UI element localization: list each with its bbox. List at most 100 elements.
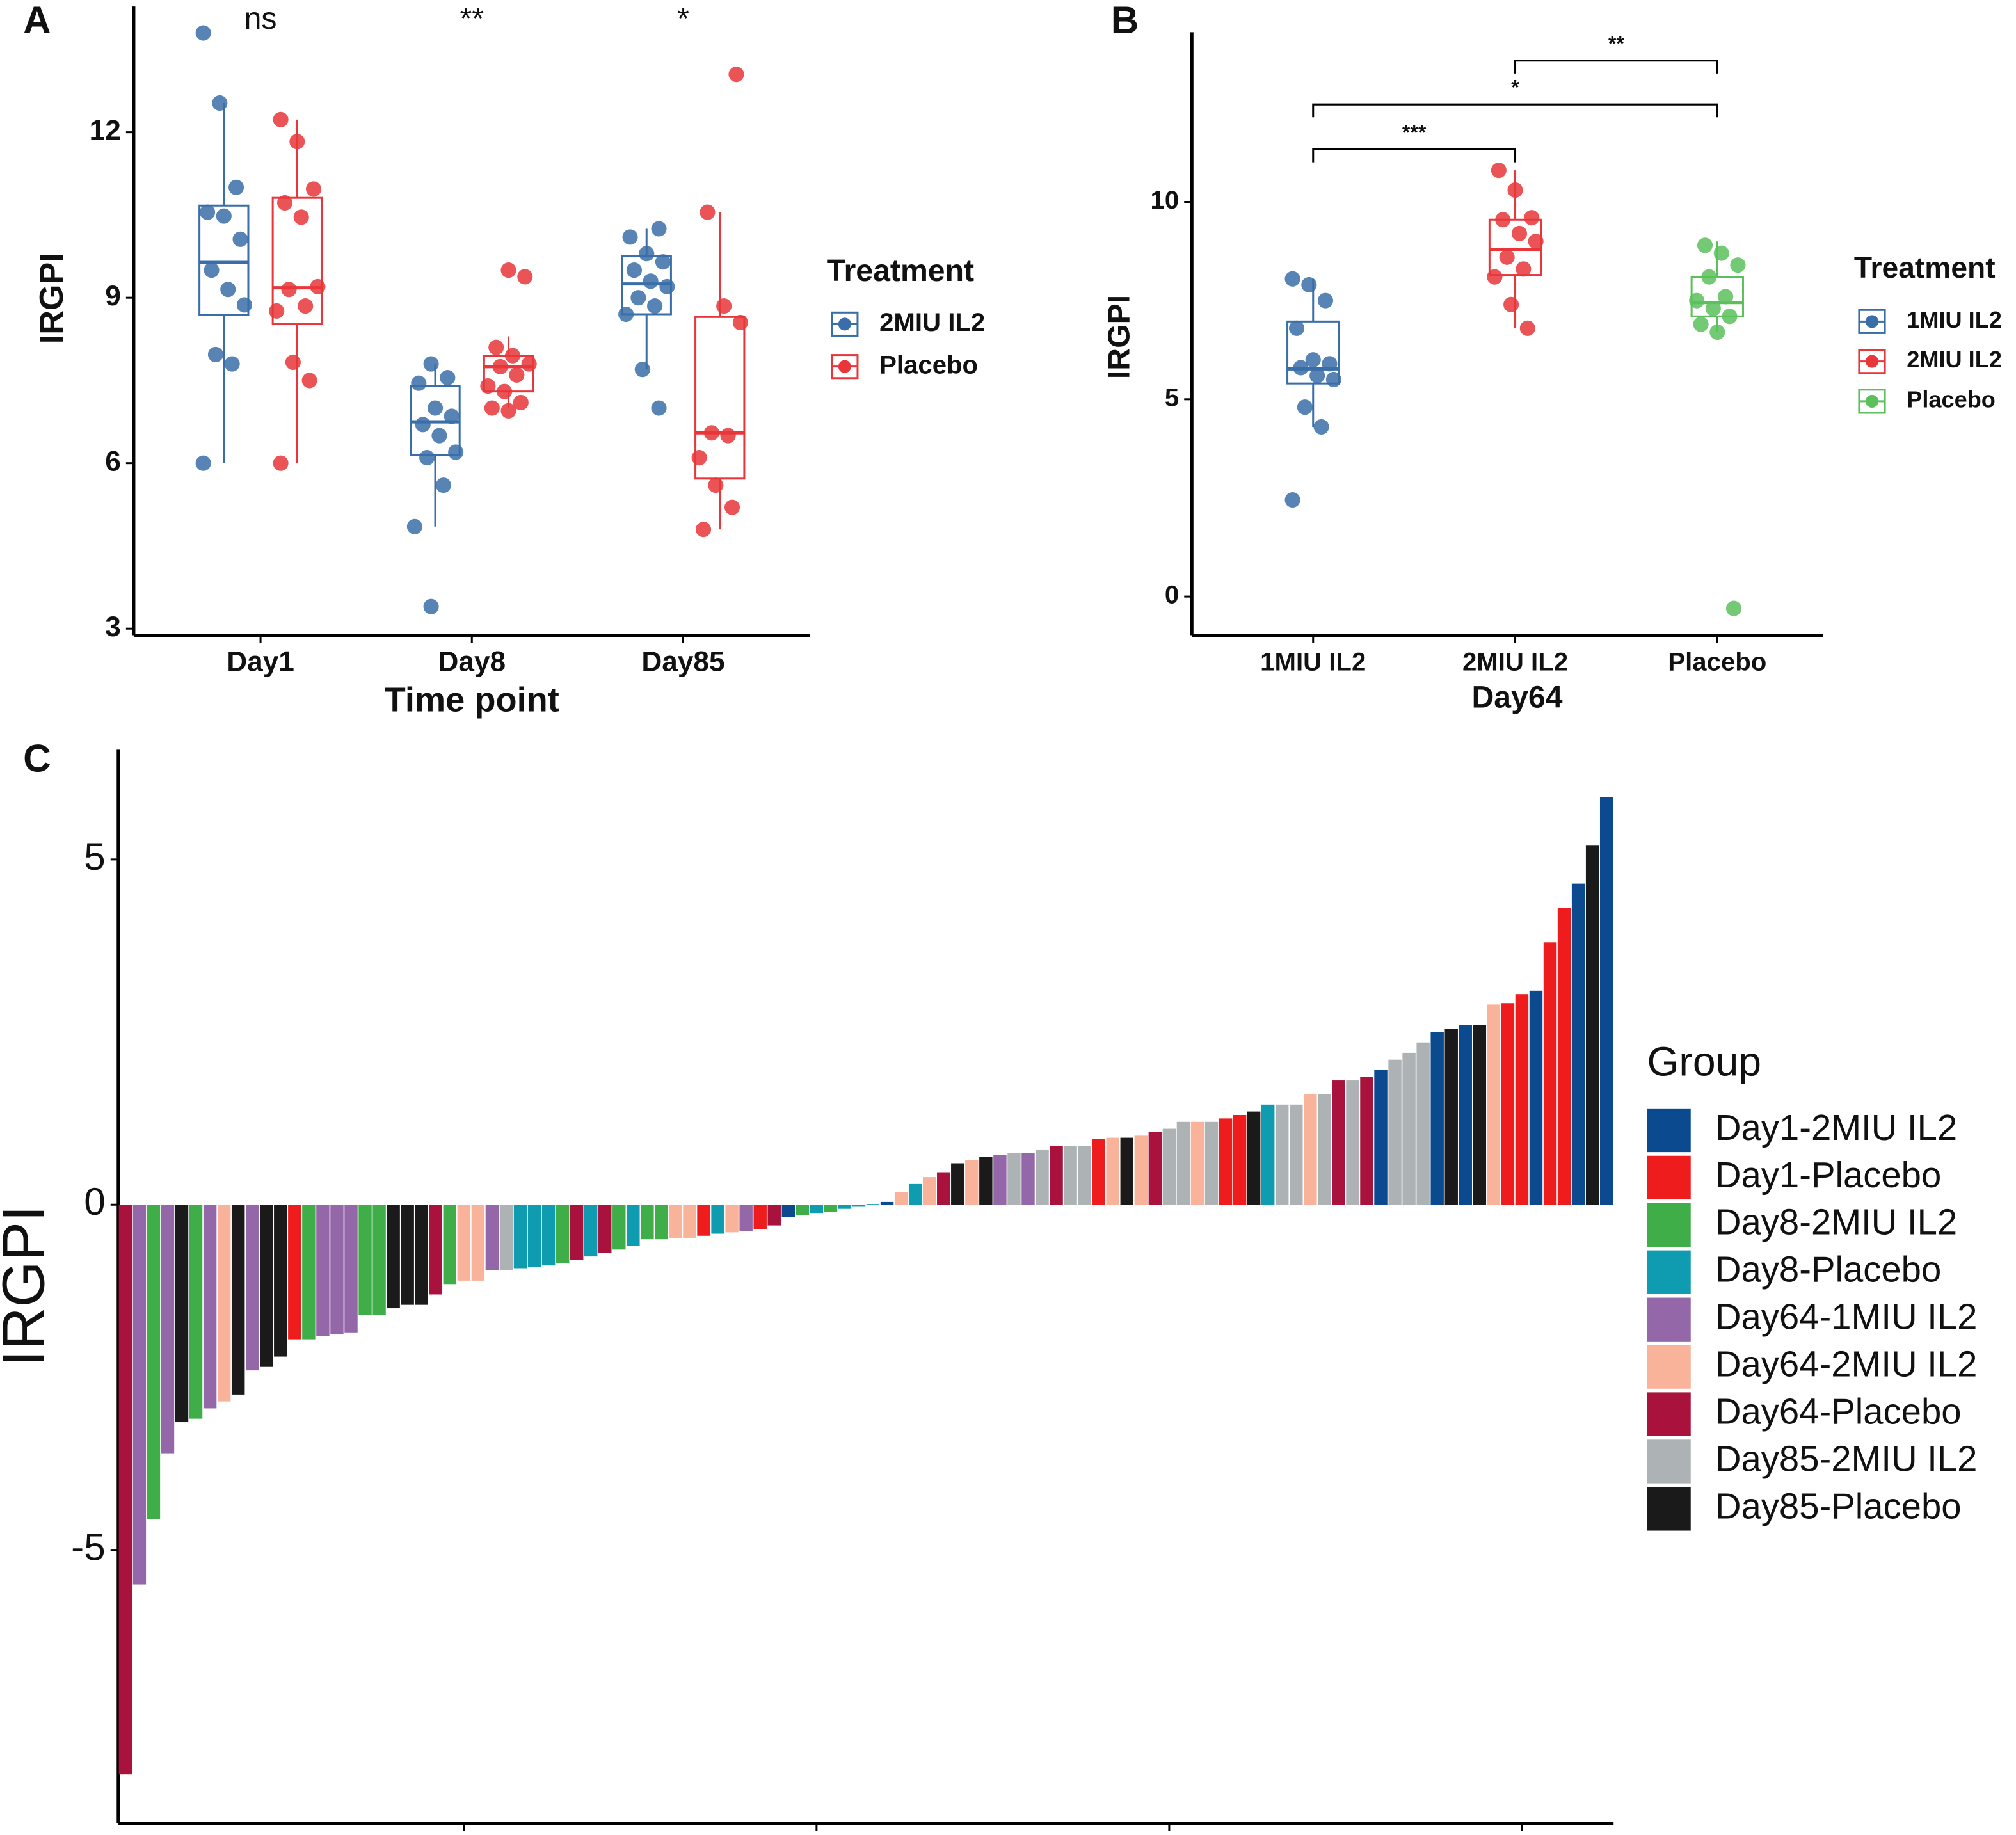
bar xyxy=(1430,1032,1444,1205)
bar xyxy=(1459,1025,1472,1205)
bar xyxy=(401,1205,414,1305)
bar xyxy=(979,1157,993,1205)
data-point xyxy=(1284,492,1300,508)
bar xyxy=(485,1205,499,1270)
bar xyxy=(1571,883,1585,1205)
bar xyxy=(598,1205,612,1253)
bar xyxy=(358,1205,372,1315)
data-point xyxy=(504,348,521,364)
data-point xyxy=(1305,352,1321,368)
bar xyxy=(753,1205,767,1229)
bar xyxy=(810,1205,824,1214)
data-point xyxy=(1693,316,1709,332)
legend-label: Day85-2MIU IL2 xyxy=(1715,1438,1978,1478)
y-tick-label: 12 xyxy=(90,115,121,146)
data-point xyxy=(691,450,707,466)
data-point xyxy=(1718,289,1734,305)
bar xyxy=(612,1205,626,1250)
legend-swatch xyxy=(1647,1297,1691,1342)
data-point xyxy=(411,375,427,391)
legend-label: Day8-Placebo xyxy=(1715,1249,1941,1290)
legend-label: Day8-2MIU IL2 xyxy=(1715,1202,1957,1242)
data-point xyxy=(732,314,748,330)
legend-swatch-dot xyxy=(838,360,851,373)
data-point xyxy=(273,111,289,127)
data-point xyxy=(703,425,719,441)
y-tick-label: 0 xyxy=(84,1180,106,1223)
data-point xyxy=(1519,320,1535,336)
bar xyxy=(1444,1029,1458,1205)
bar xyxy=(513,1205,527,1269)
bar xyxy=(1190,1121,1204,1205)
bar xyxy=(1332,1080,1345,1205)
legend-label: Day1-Placebo xyxy=(1715,1155,1941,1195)
data-point xyxy=(220,282,236,298)
data-point xyxy=(517,269,533,285)
bar xyxy=(584,1205,598,1257)
bar xyxy=(175,1205,189,1423)
significance-label: ** xyxy=(460,1,484,36)
panel-label: B xyxy=(1111,0,1139,42)
bar xyxy=(203,1205,217,1409)
bar xyxy=(1219,1118,1233,1205)
bar xyxy=(1487,1004,1501,1205)
bar xyxy=(669,1205,682,1238)
bar xyxy=(118,1205,132,1775)
bar xyxy=(683,1205,696,1238)
data-point xyxy=(440,370,456,386)
bar xyxy=(274,1205,287,1357)
panel-label: C xyxy=(23,736,51,780)
box xyxy=(198,204,250,316)
bar xyxy=(1360,1077,1373,1205)
significance-label: * xyxy=(677,1,689,36)
bar xyxy=(908,1183,922,1205)
bar xyxy=(725,1205,739,1233)
bar xyxy=(316,1205,330,1336)
bar xyxy=(866,1204,880,1205)
data-point xyxy=(724,499,740,515)
bar xyxy=(429,1205,442,1295)
bar xyxy=(965,1160,979,1205)
data-point xyxy=(293,209,309,225)
legend-swatch xyxy=(1647,1345,1691,1389)
bar xyxy=(260,1205,273,1367)
bar xyxy=(570,1205,584,1260)
legend-label: 2MIU IL2 xyxy=(1907,346,2002,373)
bar xyxy=(1064,1146,1077,1205)
bar xyxy=(641,1205,654,1240)
data-point xyxy=(643,273,659,289)
data-point xyxy=(484,400,500,416)
legend-label: Day64-Placebo xyxy=(1715,1391,1962,1431)
significance-label: *** xyxy=(1402,121,1427,144)
x-tick-label: Day85 xyxy=(641,646,724,677)
x-tick-label: Day1 xyxy=(227,646,294,677)
data-point xyxy=(716,298,732,314)
bar xyxy=(1557,908,1571,1205)
bar xyxy=(627,1205,640,1246)
x-tick-label: Placebo xyxy=(1668,647,1766,676)
bar xyxy=(189,1205,203,1419)
bar xyxy=(1529,990,1543,1205)
data-point xyxy=(1697,237,1713,253)
bar xyxy=(1050,1146,1063,1205)
legend-swatch xyxy=(1647,1203,1691,1247)
bar xyxy=(880,1201,894,1205)
data-point xyxy=(1722,309,1738,325)
bar xyxy=(1021,1153,1035,1205)
data-point xyxy=(622,229,638,245)
data-point xyxy=(639,246,655,262)
data-point xyxy=(195,455,211,471)
bar xyxy=(1473,1025,1487,1205)
data-point xyxy=(1301,276,1317,293)
bar xyxy=(1304,1094,1317,1205)
y-tick-label: 6 xyxy=(105,445,121,477)
data-point xyxy=(216,208,232,224)
data-point xyxy=(232,231,248,247)
bar xyxy=(372,1205,386,1315)
bar xyxy=(1134,1135,1148,1205)
bar xyxy=(838,1205,852,1209)
bar xyxy=(541,1205,556,1266)
data-point xyxy=(289,134,305,150)
y-axis-label: IRGPI xyxy=(33,253,70,344)
